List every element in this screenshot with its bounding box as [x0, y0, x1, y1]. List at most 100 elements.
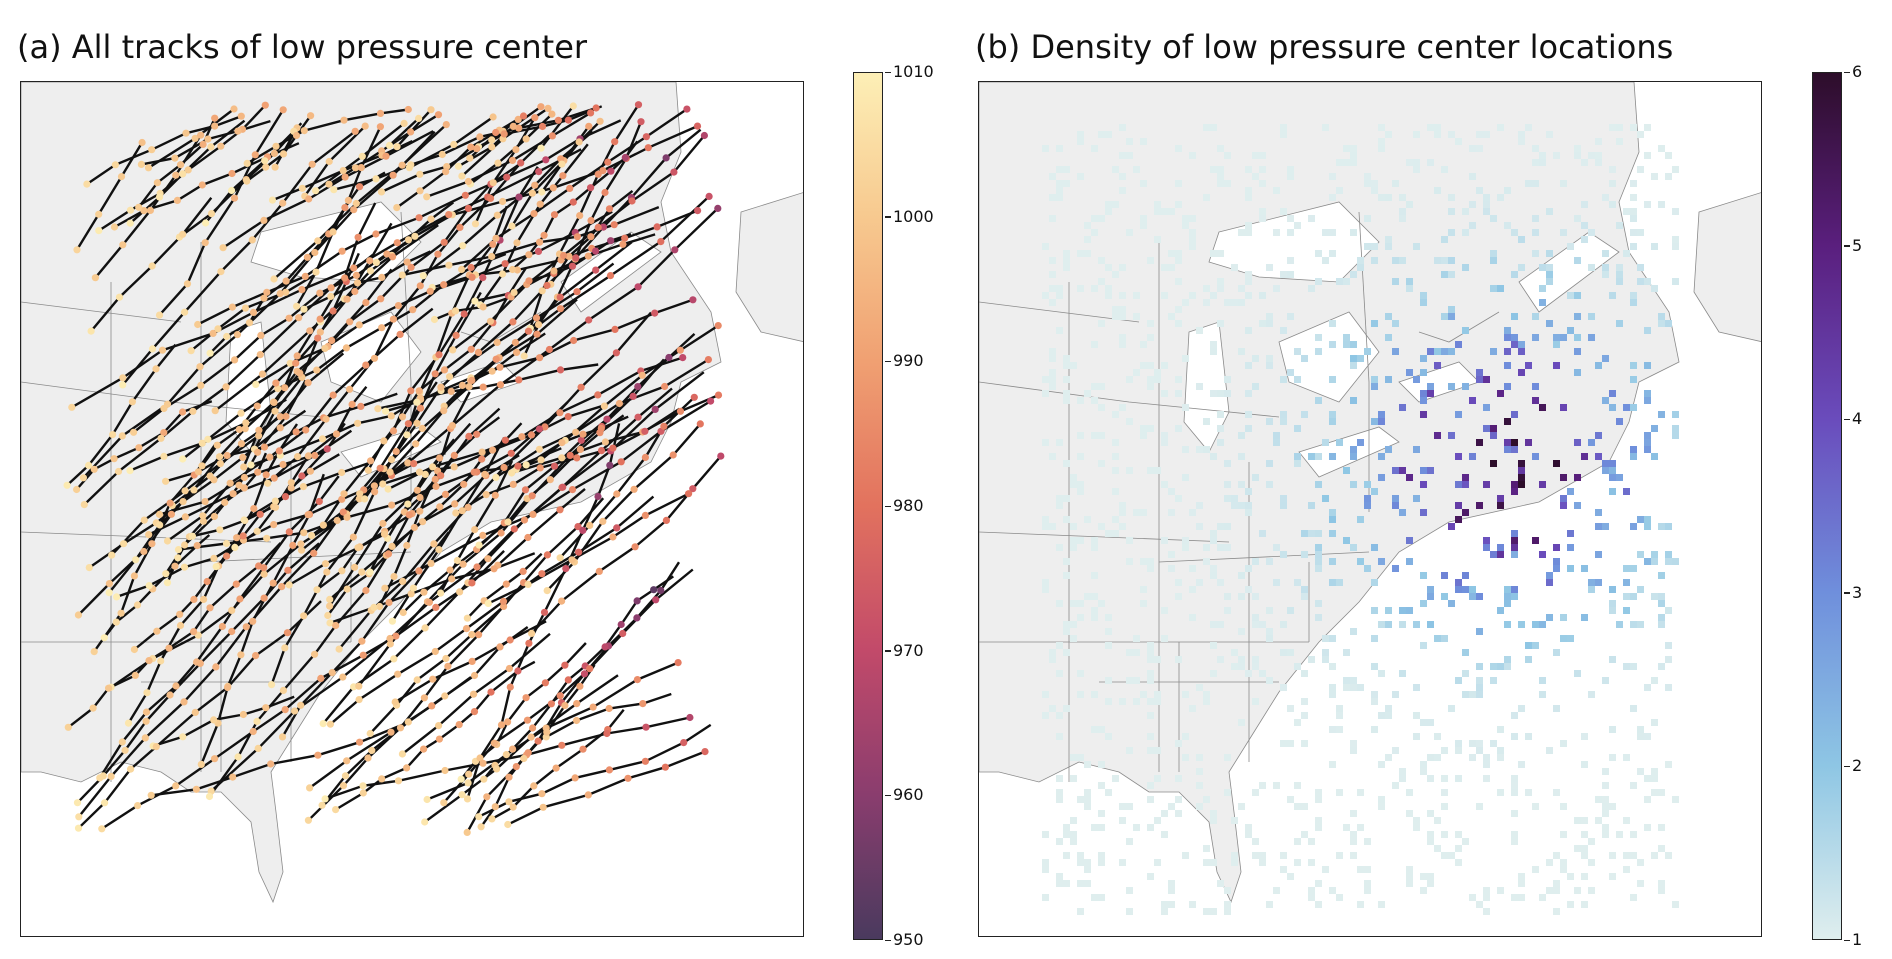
track-point	[302, 426, 310, 434]
storm-track	[357, 358, 665, 687]
density-cell	[1196, 523, 1203, 530]
track-point	[354, 419, 362, 427]
track-point	[441, 766, 449, 775]
density-cell	[1182, 733, 1189, 740]
density-cell	[1140, 341, 1147, 348]
density-cell	[1119, 124, 1126, 131]
track-point	[172, 782, 180, 790]
density-cell	[1147, 642, 1154, 649]
track-point	[210, 512, 218, 521]
density-cell	[1483, 537, 1490, 544]
density-cell	[1546, 208, 1553, 215]
density-cell	[1427, 390, 1434, 397]
density-cell	[1182, 355, 1189, 362]
track-point	[430, 315, 439, 324]
track-point	[352, 199, 360, 208]
track-point	[628, 197, 636, 205]
track-point	[387, 412, 395, 420]
density-cell	[1140, 691, 1147, 698]
density-cell	[1658, 320, 1665, 327]
storm-track	[495, 358, 710, 479]
pressure-tick-label: 980	[885, 496, 924, 515]
track-point	[266, 453, 274, 461]
track-point	[594, 492, 602, 501]
density-cell	[1252, 173, 1259, 180]
density-cell	[1203, 194, 1210, 201]
density-cell	[1602, 397, 1609, 404]
track-point	[669, 451, 677, 459]
density-cell	[1336, 278, 1343, 285]
storm-track	[208, 407, 501, 798]
track-point	[634, 283, 642, 291]
density-cell	[1553, 880, 1560, 887]
storm-track	[515, 415, 629, 471]
track-point	[427, 215, 435, 223]
density-cell	[1238, 348, 1245, 355]
tracks-map[interactable]	[20, 81, 804, 937]
density-cell	[1315, 796, 1322, 803]
density-cell	[1651, 789, 1658, 796]
density-cell	[1217, 166, 1224, 173]
density-cell	[1609, 124, 1616, 131]
track-point	[415, 214, 423, 222]
track-point	[318, 435, 327, 443]
density-cell	[1238, 572, 1245, 579]
track-point	[416, 282, 424, 290]
track-point	[314, 751, 322, 759]
density-cell	[1609, 754, 1616, 761]
track-point	[534, 247, 543, 255]
track-point	[597, 447, 606, 455]
density-cell	[1371, 187, 1378, 194]
storm-track	[474, 117, 536, 225]
track-point	[529, 510, 537, 518]
density-cell	[1301, 698, 1308, 705]
track-point	[527, 733, 535, 741]
track-point	[180, 698, 188, 706]
density-cell	[1252, 698, 1259, 705]
track-point	[361, 122, 369, 130]
density-cell	[1609, 656, 1616, 663]
density-cell	[1553, 460, 1560, 467]
track-point	[512, 763, 520, 771]
density-cell	[1224, 299, 1231, 306]
density-cell	[1378, 803, 1385, 810]
density-cell	[1168, 887, 1175, 894]
storm-track	[242, 202, 377, 468]
density-cell	[1574, 845, 1581, 852]
track-point	[260, 564, 268, 572]
density-cell	[1420, 761, 1427, 768]
density-map[interactable]	[978, 81, 1762, 937]
storm-track	[82, 130, 436, 479]
density-cell	[1280, 418, 1287, 425]
density-map-state-border	[1158, 551, 1370, 563]
density-cell	[1056, 292, 1063, 299]
track-point	[525, 251, 533, 259]
density-cell	[1259, 180, 1266, 187]
storm-track	[487, 492, 690, 605]
density-cell	[1434, 257, 1441, 264]
density-cell	[1049, 355, 1056, 362]
track-point	[146, 206, 154, 214]
track-point	[451, 307, 460, 315]
track-points	[63, 101, 725, 837]
density-cell	[1371, 698, 1378, 705]
track-point	[230, 105, 238, 113]
density-cell	[1616, 271, 1623, 278]
density-cell	[1497, 544, 1504, 551]
track-point	[610, 221, 618, 229]
density-cell	[1287, 796, 1294, 803]
track-point	[450, 451, 458, 459]
track-point	[327, 292, 335, 301]
track-point	[308, 160, 316, 168]
density-cell	[1203, 691, 1210, 698]
density-cell	[1511, 446, 1518, 453]
track-point	[538, 570, 546, 578]
track-point	[80, 501, 88, 509]
density-cell	[1483, 887, 1490, 894]
density-cell	[1091, 397, 1098, 404]
density-cell	[1056, 495, 1063, 502]
track-point	[575, 138, 583, 146]
density-cell	[1182, 299, 1189, 306]
density-cell	[1140, 425, 1147, 432]
track-point	[441, 692, 449, 700]
